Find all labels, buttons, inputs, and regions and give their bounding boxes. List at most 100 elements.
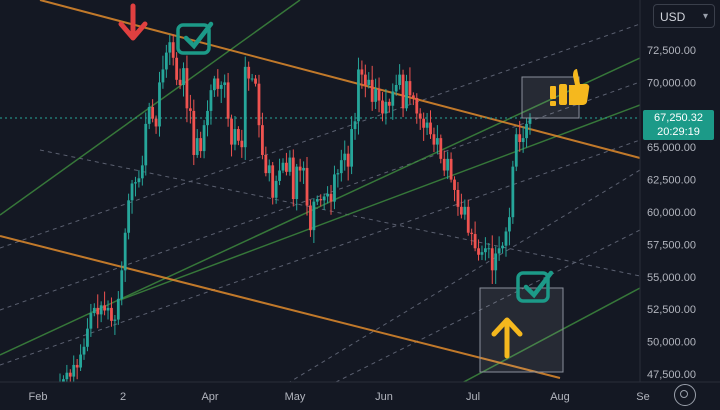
candle-body bbox=[319, 199, 323, 201]
time-tick-label: Apr bbox=[201, 391, 218, 403]
candle-body bbox=[405, 81, 408, 109]
candle-body bbox=[236, 129, 240, 141]
last-price-value: 67,250.32 bbox=[654, 112, 703, 124]
candle-body bbox=[72, 364, 76, 377]
candle-body bbox=[329, 193, 333, 202]
candle-body bbox=[411, 95, 415, 98]
candle-body bbox=[312, 201, 316, 231]
candle-body bbox=[185, 68, 189, 109]
candle-body bbox=[381, 100, 384, 114]
candle-body bbox=[151, 107, 155, 119]
candle-body bbox=[504, 231, 508, 246]
dashed-channel-line bbox=[39, 149, 641, 277]
candle-body bbox=[240, 140, 244, 148]
candle-body bbox=[291, 157, 295, 200]
candle-body bbox=[168, 42, 172, 53]
price-tick-label: 55,000.00 bbox=[647, 272, 696, 284]
green-trend-line bbox=[0, 57, 641, 356]
candle-body bbox=[223, 82, 227, 85]
candle-body bbox=[130, 183, 134, 201]
green-trend-line bbox=[429, 287, 641, 401]
candle-body bbox=[226, 82, 230, 119]
candle-body bbox=[487, 248, 491, 250]
candle-body bbox=[147, 107, 151, 124]
teal-check-mark bbox=[523, 270, 554, 299]
candle-body bbox=[429, 122, 432, 135]
red-down-arrow-icon bbox=[118, 3, 148, 41]
candle-body bbox=[209, 90, 213, 111]
candle-body bbox=[103, 305, 106, 311]
candle-body bbox=[315, 199, 319, 202]
dashed-channel-line bbox=[0, 139, 641, 366]
time-tick-label: 2 bbox=[120, 391, 126, 403]
candle-body bbox=[521, 138, 525, 143]
time-tick-label: Aug bbox=[550, 391, 570, 403]
candle-body bbox=[158, 82, 161, 127]
teal-check-icon bbox=[176, 23, 211, 55]
candle-body bbox=[484, 248, 487, 253]
candle-body bbox=[322, 196, 326, 201]
price-tick-label: 62,500.00 bbox=[647, 175, 696, 187]
candle-body bbox=[243, 66, 247, 148]
price-tick-label: 57,500.00 bbox=[647, 239, 696, 251]
candle-body bbox=[254, 78, 257, 84]
candle-body bbox=[278, 170, 281, 181]
candle-body bbox=[247, 66, 251, 79]
candle-body bbox=[415, 97, 419, 114]
candle-body bbox=[250, 78, 254, 80]
candle-body bbox=[188, 108, 192, 111]
candle-body bbox=[432, 134, 436, 145]
exclamation-dot bbox=[550, 101, 556, 106]
candle-body bbox=[350, 129, 354, 167]
candle-body bbox=[449, 158, 453, 180]
candle-body bbox=[339, 160, 343, 174]
price-tick-label: 52,500.00 bbox=[647, 304, 696, 316]
settings-gear-icon[interactable] bbox=[674, 384, 696, 406]
candle-body bbox=[422, 118, 426, 128]
candle-body bbox=[212, 78, 216, 91]
candle-body bbox=[456, 189, 460, 207]
candle-body bbox=[195, 138, 199, 155]
candle-body bbox=[178, 79, 182, 85]
last-price-tag: 67,250.32 20:29:19 bbox=[643, 110, 714, 140]
dashed-channel-line bbox=[0, 81, 641, 311]
candle-body bbox=[264, 154, 268, 174]
candle-body bbox=[374, 88, 378, 102]
candle-body bbox=[298, 166, 302, 171]
candle-body bbox=[233, 129, 237, 145]
candle-body bbox=[106, 307, 110, 311]
candle-body bbox=[357, 69, 360, 122]
candle-body bbox=[435, 138, 439, 145]
candle-body bbox=[401, 74, 405, 109]
yellow-up-arrow-icon bbox=[491, 317, 523, 359]
candle-body bbox=[219, 84, 223, 89]
candle-body bbox=[309, 205, 312, 231]
teal-check-mark bbox=[183, 21, 214, 50]
bar-countdown: 20:29:19 bbox=[657, 126, 700, 138]
candle-body bbox=[387, 101, 391, 106]
candle-body bbox=[271, 165, 275, 198]
candle-body bbox=[425, 122, 429, 128]
dashed-channel-line bbox=[0, 23, 641, 249]
candle-body bbox=[346, 153, 350, 167]
time-tick-label: Se bbox=[636, 391, 649, 403]
candle-body bbox=[497, 248, 501, 254]
time-tick-label: Jul bbox=[466, 391, 480, 403]
thumbs-up-icon bbox=[559, 84, 567, 105]
candle-body bbox=[89, 313, 93, 329]
currency-selector[interactable]: USD ▾ bbox=[653, 4, 715, 28]
candle-body bbox=[477, 248, 480, 255]
price-tick-label: 72,500.00 bbox=[647, 45, 696, 57]
candle-body bbox=[261, 125, 264, 155]
candle-body bbox=[127, 200, 131, 233]
candle-body bbox=[473, 234, 477, 249]
candle-body bbox=[302, 167, 305, 171]
price-tick-label: 50,000.00 bbox=[647, 337, 696, 349]
candle-body bbox=[175, 57, 179, 80]
price-tick-label: 65,000.00 bbox=[647, 142, 696, 154]
candle-body bbox=[518, 134, 522, 143]
candle-body bbox=[116, 298, 120, 320]
candle-body bbox=[367, 79, 371, 85]
